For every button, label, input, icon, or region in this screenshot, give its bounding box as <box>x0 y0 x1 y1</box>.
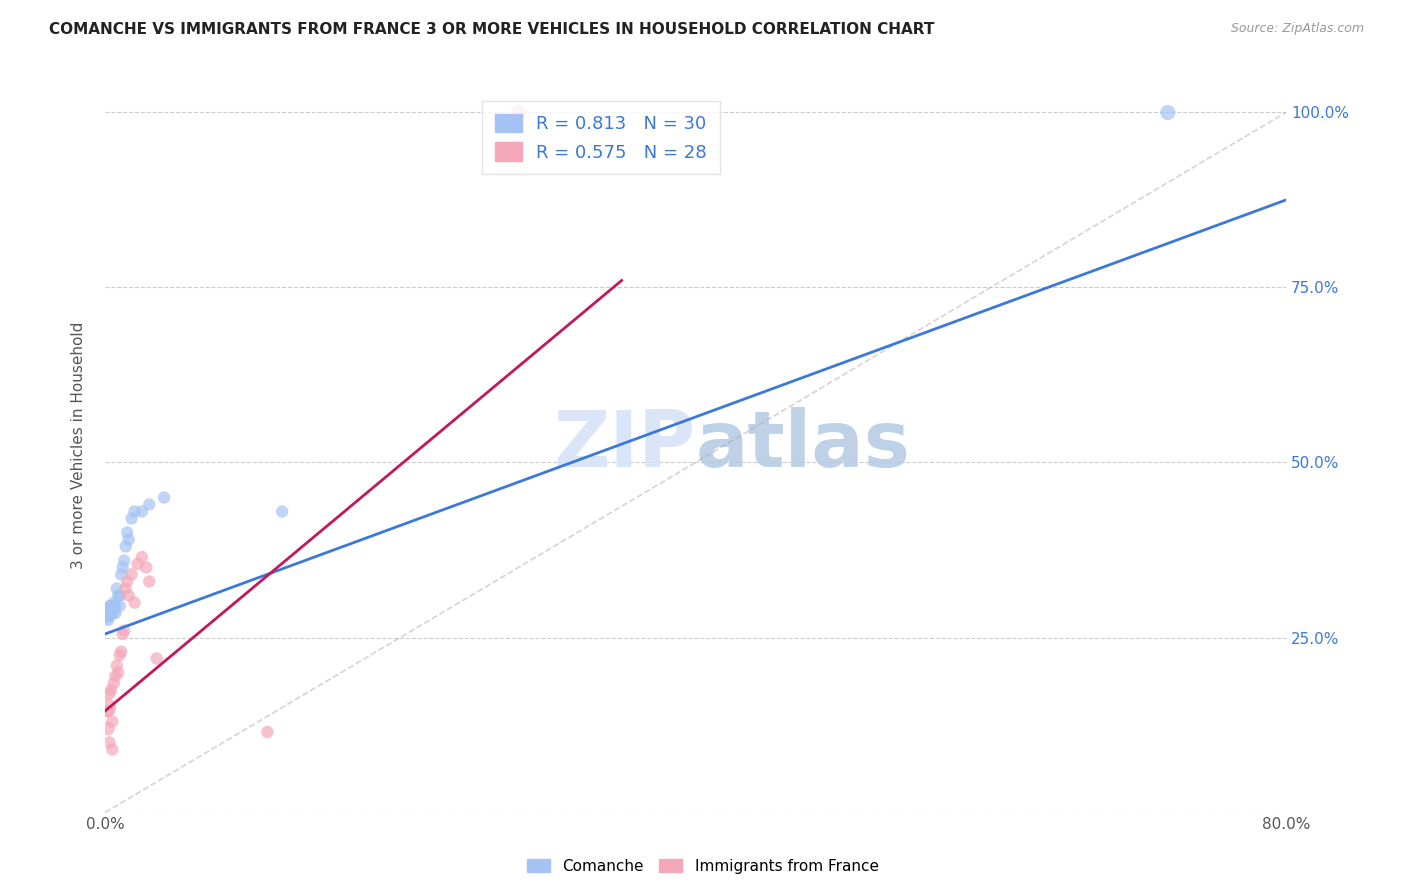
Text: COMANCHE VS IMMIGRANTS FROM FRANCE 3 OR MORE VEHICLES IN HOUSEHOLD CORRELATION C: COMANCHE VS IMMIGRANTS FROM FRANCE 3 OR … <box>49 22 935 37</box>
Point <box>124 504 146 518</box>
Point <box>121 511 143 525</box>
Text: atlas: atlas <box>696 407 910 483</box>
Point <box>1157 105 1180 120</box>
Point <box>98 609 121 624</box>
Point <box>98 735 121 749</box>
Point <box>117 533 139 547</box>
Point <box>103 595 125 609</box>
Point <box>97 613 120 627</box>
Point <box>111 627 134 641</box>
Point <box>508 105 530 120</box>
Point <box>101 602 124 616</box>
Point <box>97 722 120 736</box>
Point <box>96 700 118 714</box>
Point <box>153 491 176 505</box>
Point <box>117 589 139 603</box>
Point <box>107 589 129 603</box>
Text: ZIP: ZIP <box>553 407 696 483</box>
Point <box>131 504 153 518</box>
Point <box>103 676 125 690</box>
Point <box>107 665 129 680</box>
Point <box>115 525 138 540</box>
Point <box>97 602 120 616</box>
Point <box>108 589 131 603</box>
Point <box>145 651 167 665</box>
Point <box>98 599 121 613</box>
Point <box>108 648 131 662</box>
Point <box>111 560 134 574</box>
Point <box>105 658 128 673</box>
Point <box>135 560 157 574</box>
Point <box>104 599 127 613</box>
Point <box>115 574 138 589</box>
Point <box>98 686 121 700</box>
Point <box>112 624 135 638</box>
Y-axis label: 3 or more Vehicles in Household: 3 or more Vehicles in Household <box>72 321 86 569</box>
Legend: Comanche, Immigrants from France: Comanche, Immigrants from France <box>522 853 884 880</box>
Point <box>103 602 125 616</box>
Legend: R = 0.813   N = 30, R = 0.575   N = 28: R = 0.813 N = 30, R = 0.575 N = 28 <box>482 101 720 174</box>
Point <box>105 582 128 596</box>
Point <box>97 704 120 718</box>
Point <box>101 714 124 729</box>
Point <box>100 606 122 620</box>
Point <box>108 599 131 613</box>
Point <box>121 567 143 582</box>
Point <box>104 669 127 683</box>
Point <box>101 742 124 756</box>
Point <box>114 582 136 596</box>
Point <box>138 498 160 512</box>
Point <box>112 553 135 567</box>
Point <box>138 574 160 589</box>
Point <box>100 599 122 613</box>
Point <box>110 567 132 582</box>
Point <box>96 606 118 620</box>
Point <box>271 504 294 518</box>
Point <box>101 606 124 620</box>
Text: Source: ZipAtlas.com: Source: ZipAtlas.com <box>1230 22 1364 36</box>
Point <box>104 606 127 620</box>
Point <box>256 725 278 739</box>
Point <box>131 549 153 564</box>
Point <box>114 540 136 554</box>
Point <box>110 644 132 658</box>
Point <box>127 557 149 571</box>
Point <box>124 595 146 609</box>
Point <box>100 683 122 698</box>
